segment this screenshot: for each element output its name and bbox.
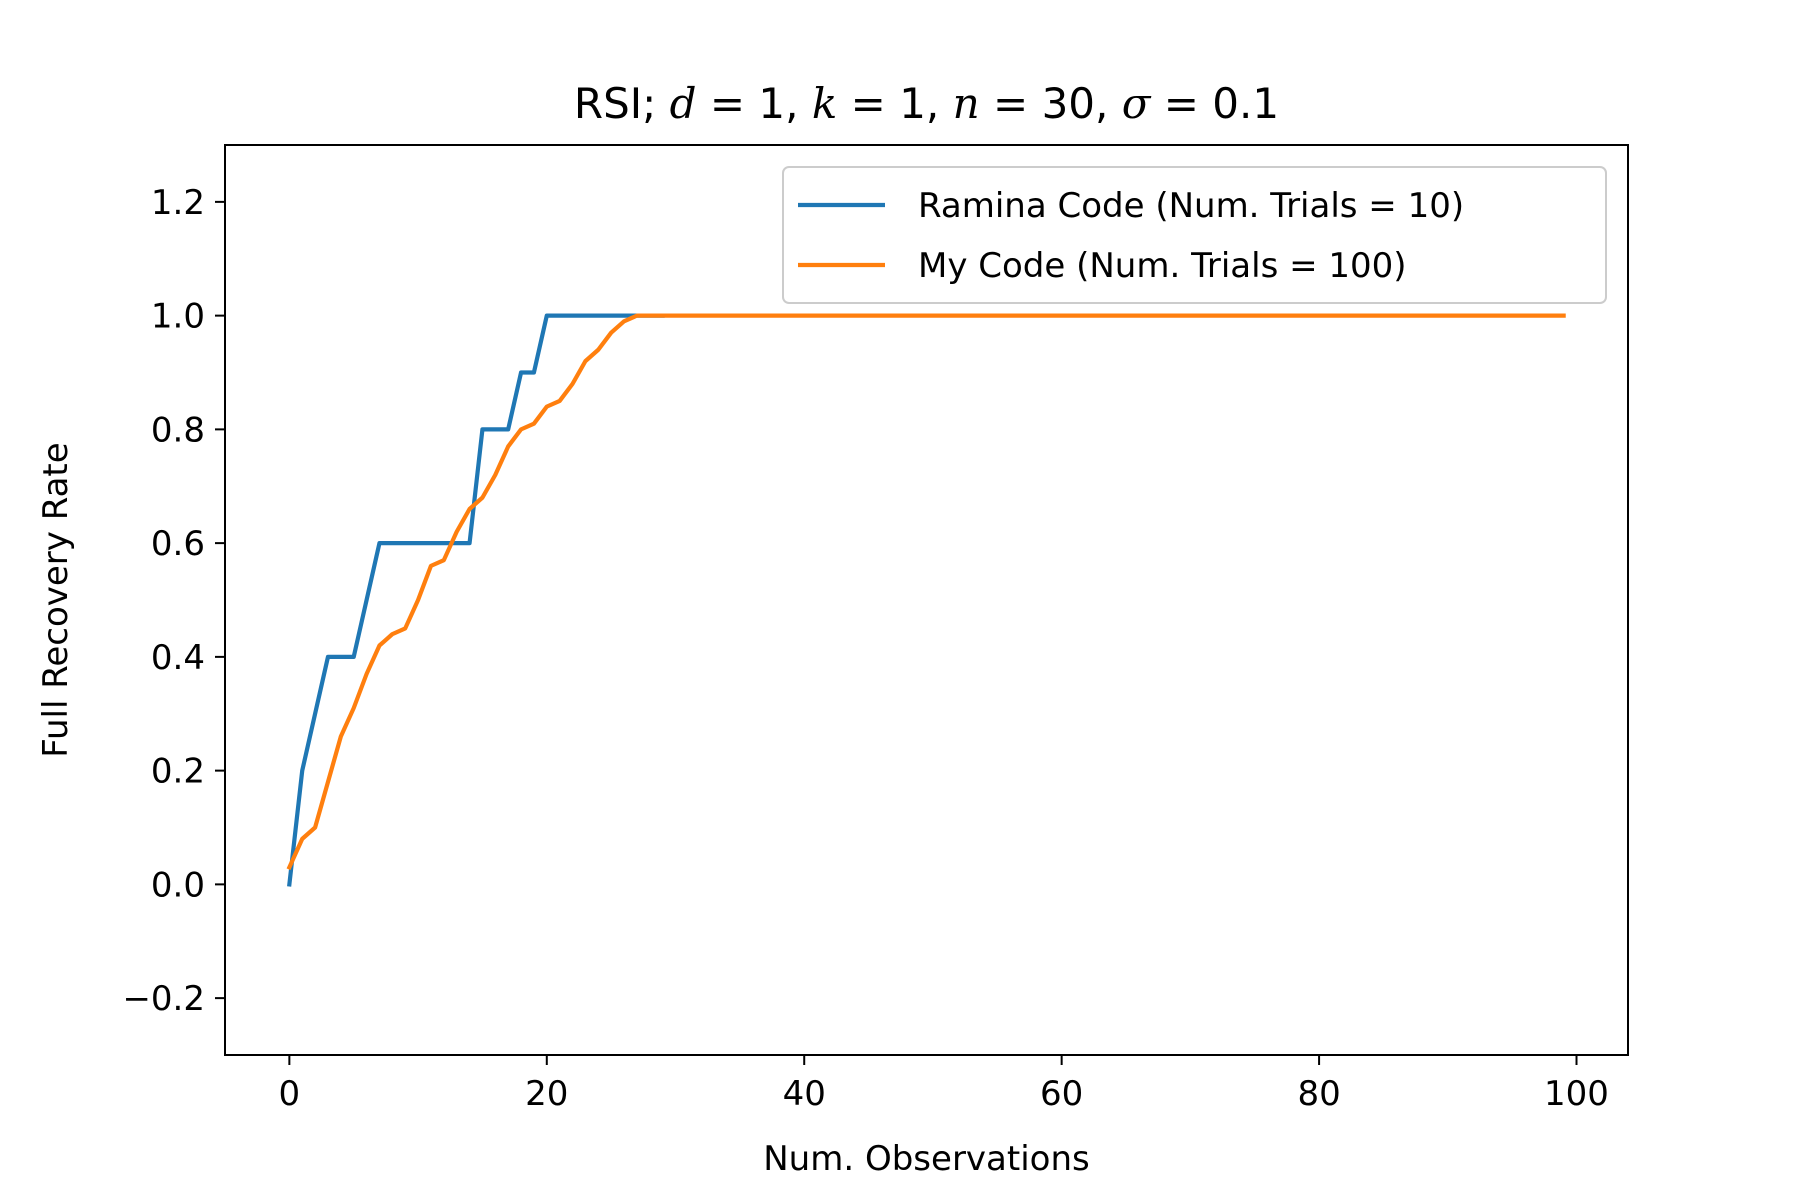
y-tick-label: −0.2 xyxy=(122,979,205,1019)
y-tick-label: 1.2 xyxy=(151,183,205,223)
y-tick-label: 0.2 xyxy=(151,752,205,792)
series-group xyxy=(286,313,1566,887)
x-tick-label: 20 xyxy=(525,1074,568,1114)
y-tick-label: 0.0 xyxy=(151,865,205,905)
legend-box xyxy=(782,166,1607,304)
x-tick-label: 40 xyxy=(783,1074,826,1114)
x-tick-label: 60 xyxy=(1040,1074,1083,1114)
series-line-1 xyxy=(287,313,665,887)
y-tick-label: 1.0 xyxy=(151,297,205,337)
x-tick-label: 0 xyxy=(279,1074,301,1114)
legend-entry-2: My Code (Num. Trials = 100) xyxy=(918,246,1407,286)
legend-entry-1: Ramina Code (Num. Trials = 10) xyxy=(918,186,1464,226)
x-axis-label: Num. Observations xyxy=(763,1139,1089,1179)
y-axis-label: Full Recovery Rate xyxy=(36,442,76,757)
x-tick-label: 100 xyxy=(1544,1074,1609,1114)
series-line-2 xyxy=(286,313,1566,871)
axes-frame xyxy=(224,144,1629,1056)
chart-title: RSI; d = 1, k = 1, n = 30, σ = 0.1 xyxy=(574,79,1279,128)
plot-layer: 0 20 40 60 80 100 −0.2 0.0 0.2 0.4 0.6 0.8 1.0 1.2 Num… xyxy=(36,79,1629,1179)
x-tick-label: 80 xyxy=(1297,1074,1340,1114)
y-tick-label: 0.6 xyxy=(151,524,205,564)
y-tick-label: 0.8 xyxy=(151,410,205,450)
y-tick-label: 0.4 xyxy=(151,638,205,678)
